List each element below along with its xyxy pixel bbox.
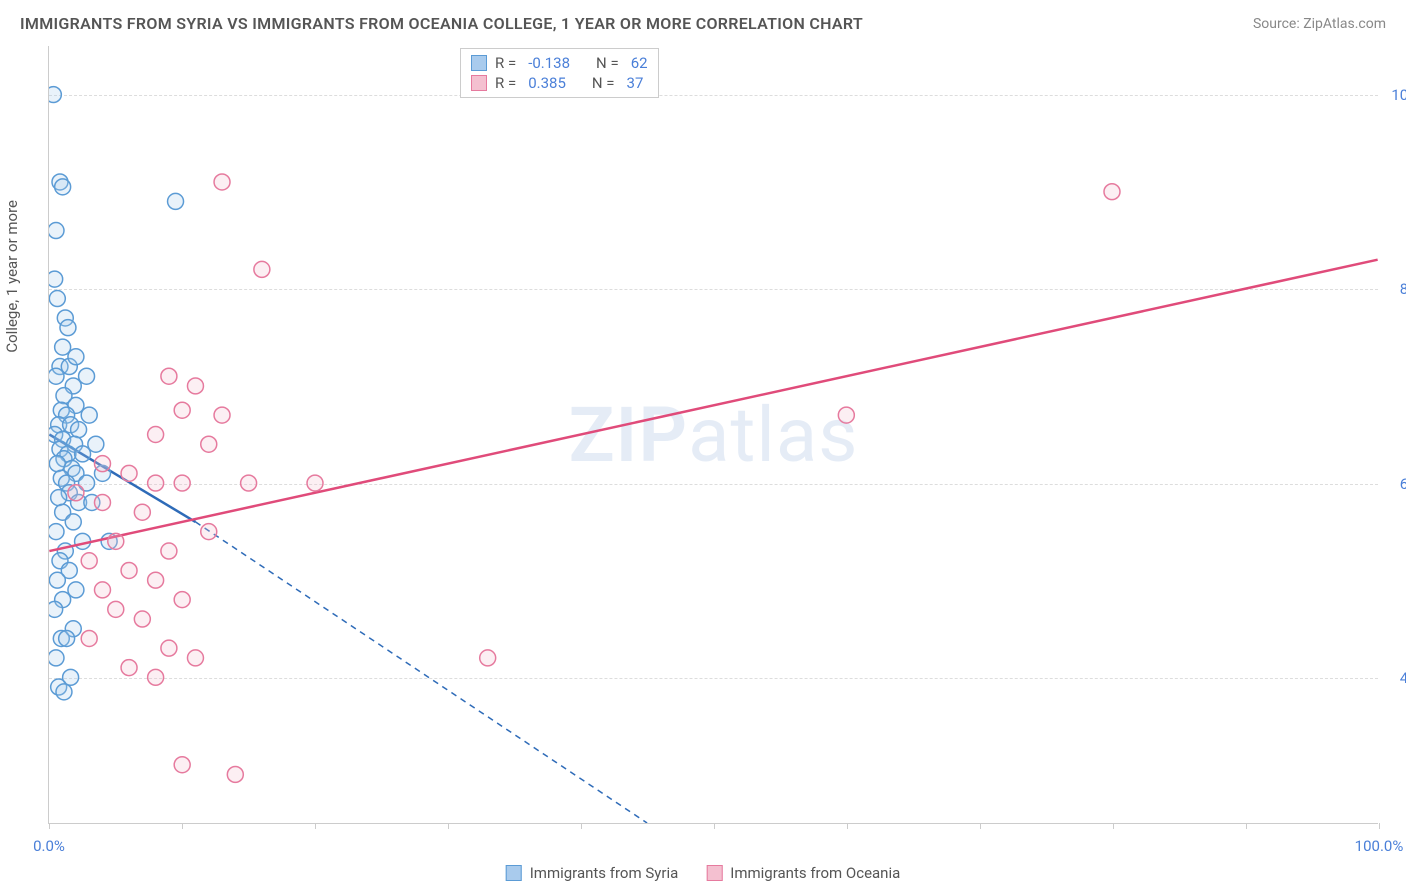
chart-source: Source: ZipAtlas.com bbox=[1253, 16, 1386, 32]
y-tick-label: 60.0% bbox=[1384, 475, 1406, 493]
legend-r-label: R = bbox=[495, 54, 516, 72]
legend-label-oceania: Immigrants from Oceania bbox=[730, 864, 900, 882]
legend-stats-row: R = -0.138 N = 62 bbox=[471, 53, 648, 73]
legend-stats: R = -0.138 N = 62 R = 0.385 N = 37 bbox=[460, 48, 659, 98]
legend-swatch-syria bbox=[471, 55, 487, 71]
y-axis-label: College, 1 year or more bbox=[3, 200, 21, 353]
legend-item-syria: Immigrants from Syria bbox=[506, 864, 679, 882]
legend-r-value-syria: -0.138 bbox=[528, 54, 570, 72]
legend-item-oceania: Immigrants from Oceania bbox=[706, 864, 900, 882]
legend-n-value-oceania: 37 bbox=[627, 74, 644, 92]
x-tick-label: 100.0% bbox=[1355, 837, 1404, 855]
plot-svg bbox=[49, 46, 1378, 823]
chart-header: IMMIGRANTS FROM SYRIA VS IMMIGRANTS FROM… bbox=[20, 14, 1386, 33]
legend-series: Immigrants from Syria Immigrants from Oc… bbox=[506, 864, 901, 882]
legend-swatch-oceania bbox=[706, 865, 722, 881]
plot-area: ZIPatlas 40.0%60.0%80.0%100.0%0.0%100.0% bbox=[48, 46, 1378, 824]
legend-stats-row: R = 0.385 N = 37 bbox=[471, 73, 648, 93]
y-tick-label: 40.0% bbox=[1384, 669, 1406, 687]
y-tick-label: 100.0% bbox=[1384, 86, 1406, 104]
legend-n-label: N = bbox=[596, 54, 619, 72]
legend-swatch-syria bbox=[506, 865, 522, 881]
x-tick-label: 0.0% bbox=[33, 837, 65, 855]
legend-label-syria: Immigrants from Syria bbox=[530, 864, 679, 882]
y-tick-label: 80.0% bbox=[1384, 280, 1406, 298]
chart-title: IMMIGRANTS FROM SYRIA VS IMMIGRANTS FROM… bbox=[20, 14, 863, 33]
legend-n-value-syria: 62 bbox=[631, 54, 648, 72]
legend-swatch-oceania bbox=[471, 75, 487, 91]
legend-r-value-oceania: 0.385 bbox=[528, 74, 566, 92]
legend-n-label: N = bbox=[592, 74, 615, 92]
legend-r-label: R = bbox=[495, 74, 516, 92]
